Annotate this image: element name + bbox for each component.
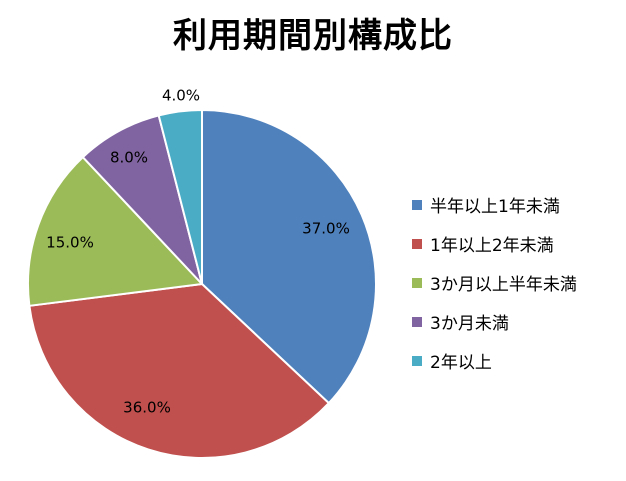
legend-label: 3か月未満 [430,314,509,334]
legend-swatch-icon [412,199,422,210]
data-label-5: 4.0% [162,87,200,105]
legend-swatch-icon [412,316,422,327]
pie-slice-1 [201,108,377,405]
legend-item-1: 半年以上1年未満 [412,193,622,217]
data-label-4: 8.0% [110,149,148,167]
legend-swatch-icon [412,277,422,288]
data-label-1: 37.0% [302,220,350,238]
legend-item-3: 3か月以上半年未満 [412,271,622,295]
legend-item-4: 3か月未満 [412,310,622,334]
legend-label: 1年以上2年未満 [430,236,554,256]
chart-title: 利用期間別構成比 [173,16,453,56]
legend: 半年以上1年未満 1年以上2年未満 3か月以上半年未満 3か月未満 2年以上 [412,193,622,388]
legend-label: 半年以上1年未満 [430,197,560,217]
legend-item-5: 2年以上 [412,349,622,373]
pie-slice-3 [27,155,205,307]
data-label-3: 15.0% [46,234,94,252]
data-label-2: 36.0% [123,399,171,417]
legend-swatch-icon [412,238,422,249]
legend-item-2: 1年以上2年未満 [412,232,622,256]
legend-label: 3か月以上半年未満 [430,275,577,295]
legend-label: 2年以上 [430,353,492,373]
pie-slice-5 [157,108,203,285]
legend-swatch-icon [412,355,422,366]
pie-slice-2 [28,282,331,459]
